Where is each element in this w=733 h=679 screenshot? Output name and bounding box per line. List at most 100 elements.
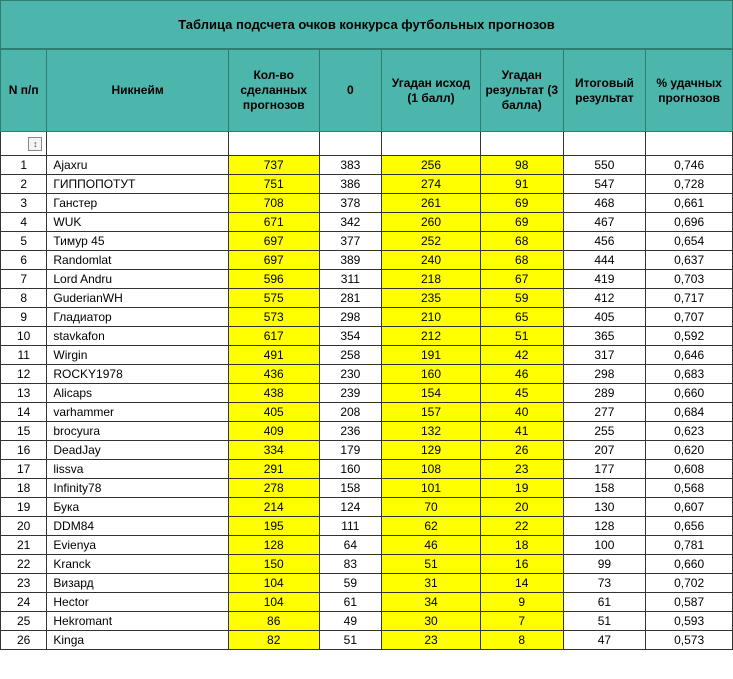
cell-n: 15	[1, 422, 47, 441]
cell-pct: 0,728	[646, 175, 733, 194]
table-row: 22Kranck150835116990,660	[1, 555, 733, 574]
table-row: 3Ганстер708378261694680,661	[1, 194, 733, 213]
cell-nick: varhammer	[47, 403, 228, 422]
col-header-made[interactable]: Кол-во сделанных прогнозов	[228, 50, 319, 132]
cell-outcome: 70	[382, 498, 481, 517]
cell-made: 278	[228, 479, 319, 498]
cell-result: 7	[480, 612, 563, 631]
cell-total: 550	[563, 156, 646, 175]
cell-outcome: 62	[382, 517, 481, 536]
cell-outcome: 252	[382, 232, 481, 251]
cell-n: 5	[1, 232, 47, 251]
cell-pct: 0,684	[646, 403, 733, 422]
cell-n: 21	[1, 536, 47, 555]
cell-n: 20	[1, 517, 47, 536]
cell-zero: 239	[319, 384, 382, 403]
cell-result: 98	[480, 156, 563, 175]
cell-n: 18	[1, 479, 47, 498]
cell-outcome: 160	[382, 365, 481, 384]
cell-made: 596	[228, 270, 319, 289]
cell-nick: Ганстер	[47, 194, 228, 213]
table-row: 7Lord Andru596311218674190,703	[1, 270, 733, 289]
cell-n: 24	[1, 593, 47, 612]
cell-outcome: 51	[382, 555, 481, 574]
table-body: ↕ 1Ajaxru737383256985500,7462ГИППОПОТУТ 7…	[1, 132, 733, 650]
table-row: 1Ajaxru737383256985500,746	[1, 156, 733, 175]
table-row: 4WUK671342260694670,696	[1, 213, 733, 232]
cell-zero: 64	[319, 536, 382, 555]
cell-pct: 0,707	[646, 308, 733, 327]
cell-n: 2	[1, 175, 47, 194]
cell-pct: 0,702	[646, 574, 733, 593]
table-row: 24Hector10461349610,587	[1, 593, 733, 612]
cell-made: 82	[228, 631, 319, 650]
cell-nick: ГИППОПОТУТ	[47, 175, 228, 194]
table-row: 14varhammer405208157402770,684	[1, 403, 733, 422]
cell-nick: brocyura	[47, 422, 228, 441]
cell-pct: 0,637	[646, 251, 733, 270]
cell-zero: 311	[319, 270, 382, 289]
cell-n: 25	[1, 612, 47, 631]
cell-nick: Гладиатор	[47, 308, 228, 327]
table-row: 18Infinity78278158101191580,568	[1, 479, 733, 498]
cell-made: 104	[228, 574, 319, 593]
cell-n: 9	[1, 308, 47, 327]
cell-n: 14	[1, 403, 47, 422]
cell-n: 4	[1, 213, 47, 232]
cell-pct: 0,646	[646, 346, 733, 365]
cell-outcome: 34	[382, 593, 481, 612]
cell-pct: 0,620	[646, 441, 733, 460]
sort-icon[interactable]: ↕	[28, 137, 42, 151]
cell-pct: 0,587	[646, 593, 733, 612]
cell-result: 26	[480, 441, 563, 460]
cell-total: 277	[563, 403, 646, 422]
cell-total: 99	[563, 555, 646, 574]
table-row: 11Wirgin491258191423170,646	[1, 346, 733, 365]
cell-pct: 0,703	[646, 270, 733, 289]
cell-zero: 342	[319, 213, 382, 232]
page-title: Таблица подсчета очков конкурса футбольн…	[0, 0, 733, 49]
cell-outcome: 240	[382, 251, 481, 270]
cell-result: 20	[480, 498, 563, 517]
col-header-nick[interactable]: Никнейм	[47, 50, 228, 132]
cell-n: 10	[1, 327, 47, 346]
cell-made: 214	[228, 498, 319, 517]
table-container: Таблица подсчета очков конкурса футбольн…	[0, 0, 733, 650]
col-header-n[interactable]: N п/п	[1, 50, 47, 132]
cell-total: 51	[563, 612, 646, 631]
cell-zero: 230	[319, 365, 382, 384]
cell-outcome: 101	[382, 479, 481, 498]
col-header-result[interactable]: Угадан результат (3 балла)	[480, 50, 563, 132]
col-header-zero[interactable]: 0	[319, 50, 382, 132]
cell-nick: Визард	[47, 574, 228, 593]
cell-nick: WUK	[47, 213, 228, 232]
table-row: 9Гладиатор573298210654050,707	[1, 308, 733, 327]
cell-total: 255	[563, 422, 646, 441]
cell-pct: 0,746	[646, 156, 733, 175]
cell-outcome: 154	[382, 384, 481, 403]
table-row: 16DeadJay334179129262070,620	[1, 441, 733, 460]
table-row: 17lissva291160108231770,608	[1, 460, 733, 479]
cell-total: 47	[563, 631, 646, 650]
cell-result: 40	[480, 403, 563, 422]
cell-nick: Бука	[47, 498, 228, 517]
cell-zero: 258	[319, 346, 382, 365]
cell-pct: 0,660	[646, 384, 733, 403]
cell-n: 7	[1, 270, 47, 289]
cell-result: 42	[480, 346, 563, 365]
cell-pct: 0,607	[646, 498, 733, 517]
cell-nick: Infinity78	[47, 479, 228, 498]
col-header-pct[interactable]: % удачных прогнозов	[646, 50, 733, 132]
cell-total: 467	[563, 213, 646, 232]
cell-outcome: 31	[382, 574, 481, 593]
cell-pct: 0,623	[646, 422, 733, 441]
cell-total: 412	[563, 289, 646, 308]
col-header-total[interactable]: Итоговый результат	[563, 50, 646, 132]
table-row: 21Evienya1286446181000,781	[1, 536, 733, 555]
cell-pct: 0,683	[646, 365, 733, 384]
cell-zero: 179	[319, 441, 382, 460]
cell-made: 697	[228, 251, 319, 270]
cell-total: 456	[563, 232, 646, 251]
col-header-outcome[interactable]: Угадан исход (1 балл)	[382, 50, 481, 132]
cell-zero: 61	[319, 593, 382, 612]
